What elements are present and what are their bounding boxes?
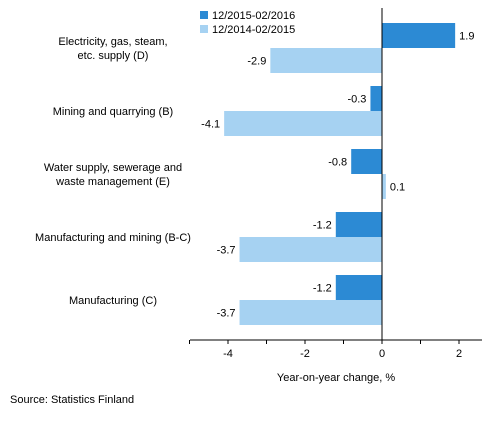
bars-group <box>224 23 456 325</box>
bar-s2-4 <box>239 237 382 262</box>
data-label-s2-5: -3.7 <box>217 308 236 320</box>
legend-swatch-2 <box>200 25 208 33</box>
legend-swatch-1 <box>200 11 208 19</box>
category-label-2: Mining and quarrying (B) <box>53 106 173 118</box>
data-label-s1-1: 1.9 <box>459 31 474 43</box>
bar-s2-1 <box>270 48 382 73</box>
category-label-1-line2: etc. supply (D) <box>78 50 149 62</box>
category-label-1-line1: Electricity, gas, steam, <box>58 36 167 48</box>
x-tick-label-2: -2 <box>300 348 310 360</box>
legend-label-1: 12/2015-02/2016 <box>212 10 295 22</box>
data-label-s1-2: -0.3 <box>347 94 366 106</box>
data-label-s2-4: -3.7 <box>217 245 236 257</box>
x-tick-label-1: -4 <box>223 348 233 360</box>
category-label-4: Manufacturing and mining (B-C) <box>35 232 191 244</box>
category-label-3-line2: waste management (E) <box>55 176 170 188</box>
bar-s2-2 <box>224 111 382 136</box>
bar-s2-3 <box>382 174 386 199</box>
x-tick-label-3: 0 <box>379 348 385 360</box>
bar-s2-5 <box>239 300 382 325</box>
bar-s1-3 <box>351 149 382 174</box>
x-axis-title: Year-on-year change, % <box>277 372 395 384</box>
bar-s1-5 <box>335 275 382 300</box>
data-label-s2-3: 0.1 <box>390 182 405 194</box>
data-label-s1-5: -1.2 <box>313 283 332 295</box>
data-label-s1-3: -0.8 <box>328 157 347 169</box>
labels-group: 1.9 -0.3 -0.8 -1.2 -1.2 -2.9 -4.1 0.1 -3.7 -3.7 El… <box>35 31 474 320</box>
data-label-s2-1: -2.9 <box>247 56 266 68</box>
bar-s1-4 <box>335 212 382 237</box>
axes-group: -4 -2 0 2 <box>189 8 482 360</box>
x-tick-label-4: 2 <box>456 348 462 360</box>
data-label-s2-2: -4.1 <box>201 119 220 131</box>
source-note: Source: Statistics Finland <box>10 394 134 406</box>
bar-s1-2 <box>370 86 382 111</box>
category-label-3-line1: Water supply, sewerage and <box>44 162 182 174</box>
bar-s1-1 <box>382 23 456 48</box>
data-label-s1-4: -1.2 <box>313 220 332 232</box>
legend-label-2: 12/2014-02/2015 <box>212 24 295 36</box>
legend: 12/2015-02/2016 12/2014-02/2015 <box>200 10 295 36</box>
category-label-5: Manufacturing (C) <box>69 295 157 307</box>
